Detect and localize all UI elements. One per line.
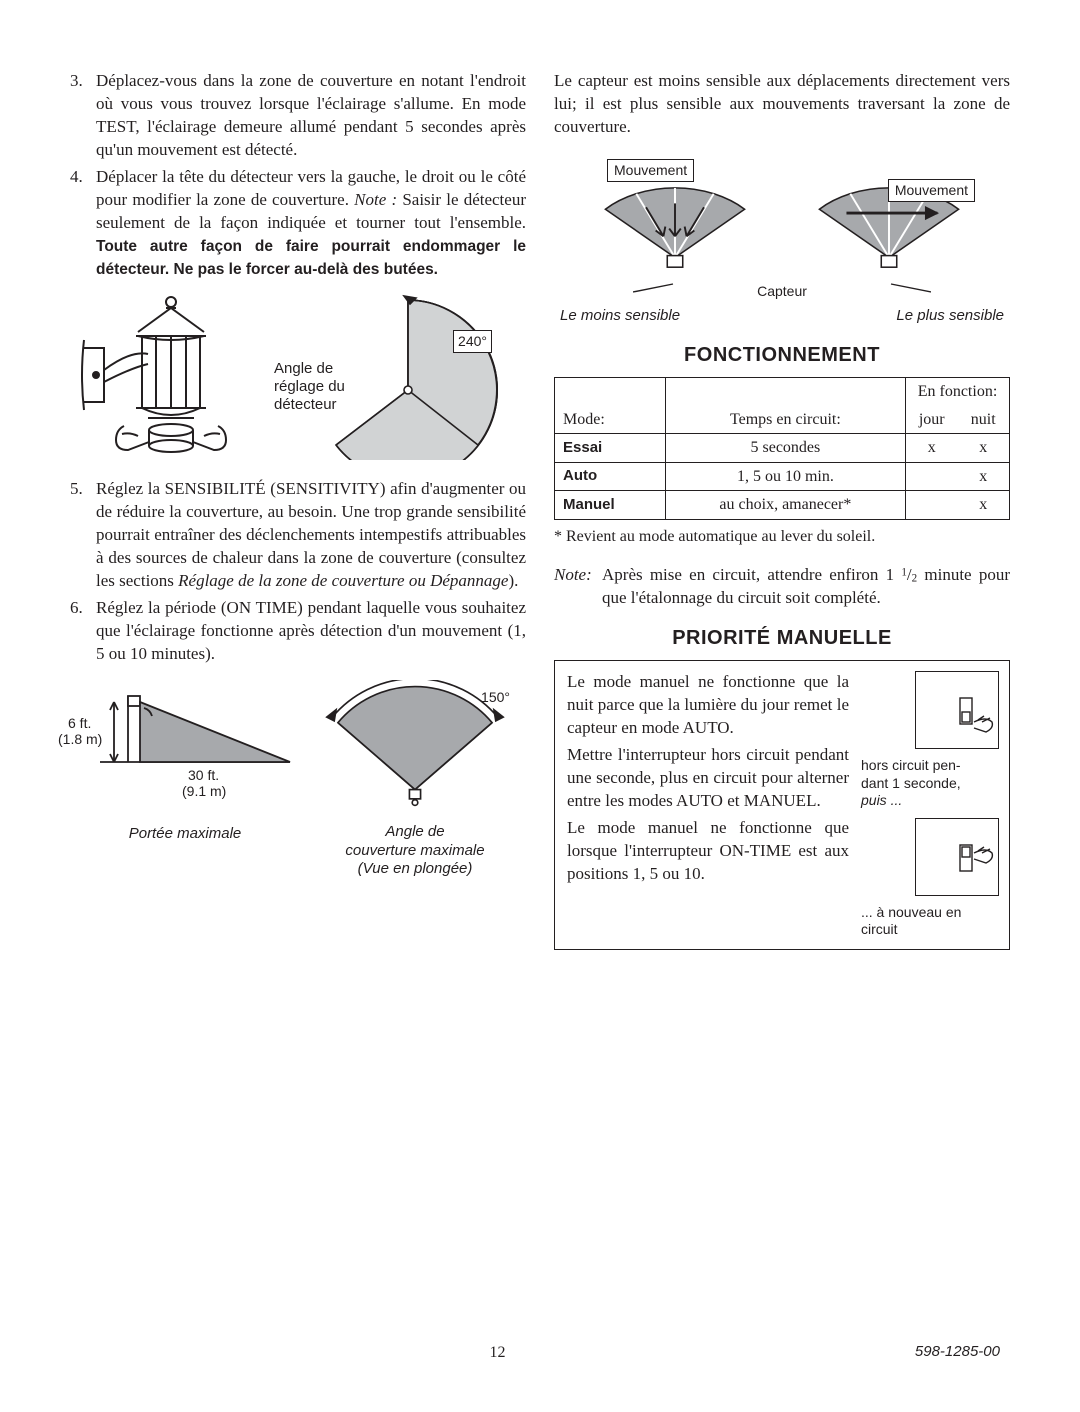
cell-time: 5 secondes (665, 434, 905, 463)
priorite-box: Le mode manuel ne fonctionne que la nuit… (554, 660, 1010, 950)
capteur-row: Capteur (554, 282, 1010, 302)
page-number: 12 (489, 1342, 505, 1364)
most-sensitive: Le plus sensible (896, 306, 1004, 326)
item-text: Réglez la période (ON TIME) pendant laqu… (96, 598, 526, 663)
sensor-least: Mouvement (575, 157, 775, 280)
cell-day (906, 462, 958, 491)
two-column-layout: 3. Déplacez-vous dans la zone de couvert… (70, 70, 1010, 950)
note-block: Note: Après mise en circuit, attendre en… (554, 564, 1010, 610)
cell-night: x (958, 434, 1010, 463)
header-mode: Mode: (555, 378, 666, 434)
sensor-diagrams: Mouvement Mouvement (554, 157, 1010, 280)
page-footer: 12 598-1285-00 (0, 1342, 1080, 1364)
angle-150-diagram: 150° Angle de couverture maximale (Vue e… (310, 680, 520, 879)
cell-mode: Auto (555, 462, 666, 491)
deg-240-label: 240° (453, 330, 492, 353)
mode-table: Mode: Temps en circuit: En fonction: jou… (554, 377, 1010, 520)
side-text-1: hors circuit pen- dant 1 seconde, puis .… (861, 757, 999, 810)
table-row: Essai 5 secondes x x (555, 434, 1010, 463)
lantern-diagram (76, 290, 266, 460)
cell-day (906, 491, 958, 520)
caption-angle-a: Angle de (310, 823, 520, 842)
range-diagram: 6 ft. (1.8 m) 30 ft. (9.1 m) Portée maxi… (70, 680, 300, 879)
table-footnote: * Revient au mode automatique au lever d… (554, 526, 1010, 548)
left-column: 3. Déplacez-vous dans la zone de couvert… (70, 70, 526, 950)
instruction-6: 6. Réglez la période (ON TIME) pendant l… (96, 597, 526, 666)
note-label: Note: (554, 564, 602, 610)
item-number: 3. (70, 70, 83, 93)
warning-text: Toute autre façon de faire pourrait endo… (96, 238, 526, 278)
item-number: 5. (70, 478, 83, 501)
instruction-list-2: 5. Réglez la SENSIBILITÉ (SENSITIVITY) a… (70, 478, 526, 666)
intro-text: Le capteur est moins sensible aux déplac… (554, 70, 1010, 139)
cell-night: x (958, 462, 1010, 491)
prio-p1: Le mode manuel ne fonctionne que la nuit… (567, 671, 849, 740)
table-header-row: Mode: Temps en circuit: En fonction: (555, 378, 1010, 406)
caption-portee: Portée maximale (70, 825, 300, 844)
height-m: (1.8 m) (58, 730, 102, 749)
priorite-text: Le mode manuel ne fonctionne que la nuit… (567, 671, 849, 939)
prio-p2: Mettre l'interrupteur hors circuit penda… (567, 744, 849, 813)
arc-240-diagram: 240° Angle de réglage du détecteur (278, 290, 498, 460)
figure-row-2: 6 ft. (1.8 m) 30 ft. (9.1 m) Portée maxi… (70, 680, 526, 879)
item-text: Déplacez-vous dans la zone de couverture… (96, 71, 526, 159)
caption-angle-b: couverture maximale (310, 842, 520, 861)
table-row: Manuel au choix, amanecer* x (555, 491, 1010, 520)
cell-time: au choix, amanecer* (665, 491, 905, 520)
instruction-3: 3. Déplacez-vous dans la zone de couvert… (96, 70, 526, 162)
header-time: Temps en circuit: (665, 378, 905, 434)
right-column: Le capteur est moins sensible aux déplac… (554, 70, 1010, 950)
item-number: 6. (70, 597, 83, 620)
item-text-b: ). (508, 571, 518, 590)
dist-m: (9.1 m) (182, 782, 226, 801)
header-night: nuit (958, 406, 1010, 434)
note-text: Après mise en circuit, attendre enfiron … (602, 564, 1010, 610)
cell-time: 1, 5 ou 10 min. (665, 462, 905, 491)
angle-adjust-label: Angle de réglage du détecteur (274, 360, 370, 414)
doc-number: 598-1285-00 (915, 1342, 1000, 1364)
instruction-4: 4. Déplacer la tête du détecteur vers la… (96, 166, 526, 281)
deg-150-label: 150° (481, 688, 510, 707)
instruction-list: 3. Déplacez-vous dans la zone de couvert… (70, 70, 526, 280)
item-italic: Réglage de la zone de couverture ou Dépa… (178, 571, 508, 590)
table-row: Auto 1, 5 ou 10 min. x (555, 462, 1010, 491)
capteur-label: Capteur (757, 282, 807, 302)
item-number: 4. (70, 166, 83, 189)
section-fonctionnement: FONCTIONNEMENT (554, 342, 1010, 369)
header-day: jour (906, 406, 958, 434)
caption-angle-c: (Vue en plongée) (310, 860, 520, 879)
figure-row-1: 240° Angle de réglage du détecteur (70, 290, 526, 460)
least-sensitive: Le moins sensible (560, 306, 680, 326)
header-func: En fonction: (906, 378, 1010, 406)
cell-night: x (958, 491, 1010, 520)
cell-mode: Manuel (555, 491, 666, 520)
instruction-5: 5. Réglez la SENSIBILITÉ (SENSITIVITY) a… (96, 478, 526, 593)
mouvement-label: Mouvement (888, 179, 975, 202)
priorite-side: hors circuit pen- dant 1 seconde, puis .… (861, 671, 999, 939)
side-text-2: ... à nouveau en circuit (861, 904, 999, 939)
switch-on-icon (915, 818, 999, 896)
sensor-most: Mouvement (789, 157, 989, 280)
switch-off-icon (915, 671, 999, 749)
note-label: Note : (354, 190, 402, 209)
prio-p3: Le mode manuel ne fonctionne que lorsque… (567, 817, 849, 886)
sensitivity-captions: Le moins sensible Le plus sensible (554, 306, 1010, 326)
section-priorite: PRIORITÉ MANUELLE (554, 625, 1010, 652)
mouvement-label: Mouvement (607, 159, 694, 182)
cell-day: x (906, 434, 958, 463)
cell-mode: Essai (555, 434, 666, 463)
